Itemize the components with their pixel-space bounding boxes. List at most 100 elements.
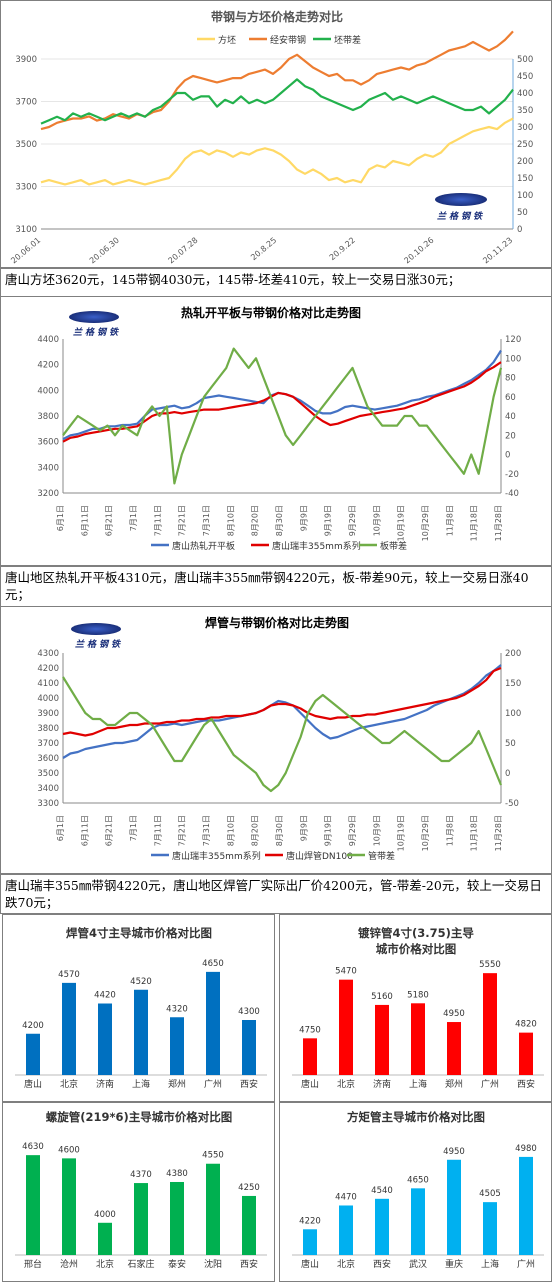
- data-label: 4950: [443, 1009, 465, 1019]
- chart-title: 热轧开平板与带钢价格对比走势图: [181, 305, 361, 320]
- category-label: 北京: [337, 1258, 355, 1270]
- x-tick-label: 9月29日: [348, 505, 357, 536]
- y-tick-label: 4400: [37, 335, 59, 345]
- legend-label: 板带差: [380, 540, 407, 552]
- y2-tick-label: 150: [505, 679, 521, 689]
- data-label: 4250: [238, 1183, 260, 1193]
- x-tick-label: 7月1日: [129, 815, 138, 841]
- series-line: [62, 664, 502, 759]
- bar: [206, 1163, 220, 1255]
- y-tick-label: 3700: [15, 98, 37, 108]
- x-tick-label: 10月9日: [372, 505, 381, 536]
- data-label: 4380: [166, 1169, 188, 1179]
- x-tick-label: 20.06.30: [88, 236, 121, 266]
- bar: [134, 1183, 148, 1255]
- category-label: 上海: [409, 1078, 427, 1090]
- data-label: 4600: [58, 1145, 80, 1155]
- x-tick-label: 7月11日: [153, 505, 162, 536]
- chart2-panel: 热轧开平板与带钢价格对比走势图 唐山热轧开平板 唐山瑞丰355mm系列 板带差 3200…: [0, 296, 552, 566]
- x-tick-label: 8月10日: [226, 815, 235, 846]
- x-tick-label: 8月30日: [275, 505, 284, 536]
- y2-tick-label: 50: [517, 208, 528, 218]
- series-line: [62, 361, 502, 443]
- y2-tick-label: 0: [505, 769, 510, 779]
- data-label: 4000: [94, 1210, 116, 1220]
- y2-tick-label: 120: [505, 335, 521, 345]
- x-tick-label: 11月18日: [470, 505, 479, 541]
- data-label: 5550: [479, 960, 501, 970]
- series-line: [40, 117, 514, 186]
- x-tick-label: 9月29日: [348, 815, 357, 846]
- legend-label: 经安带钢: [270, 34, 306, 46]
- x-tick-label: 20.9.22: [328, 236, 357, 263]
- chart-title: 城市价格对比图: [376, 942, 457, 956]
- category-label: 上海: [132, 1078, 150, 1090]
- y-tick-label: 3300: [15, 183, 37, 193]
- bar: [26, 1155, 40, 1255]
- bar: [98, 1222, 112, 1255]
- y2-tick-label: 100: [505, 354, 521, 364]
- bar: [447, 1159, 461, 1255]
- y2-tick-label: 450: [517, 72, 533, 82]
- series-line: [62, 666, 502, 737]
- category-label: 邢台: [24, 1258, 42, 1270]
- bar3-svg: 螺旋管(219*6)主导城市价格对比图 4630 邢台 4600 沧州 4000 北京 437…: [15, 1110, 267, 1270]
- y-tick-label: 3600: [37, 438, 59, 448]
- y-tick-label: 3600: [37, 754, 59, 764]
- x-tick-label: 10月19日: [397, 815, 406, 851]
- x-tick-label: 8月20日: [251, 815, 260, 846]
- x-tick-label: 7月21日: [178, 815, 187, 846]
- chart-title: 带钢与方坯价格走势对比: [211, 9, 343, 24]
- bar: [98, 1003, 112, 1075]
- bar: [339, 979, 353, 1075]
- y-tick-label: 3900: [37, 709, 59, 719]
- category-label: 西安: [373, 1258, 391, 1270]
- x-tick-label: 7月11日: [153, 815, 162, 846]
- bar2-svg: 镀锌管4寸(3.75)主导城市价格对比图 4750 唐山 5470 北京 5160 济南 51…: [292, 926, 544, 1090]
- x-tick-label: 11月28日: [494, 505, 503, 541]
- bar: [134, 989, 148, 1075]
- x-tick-label: 6月11日: [80, 505, 89, 536]
- logo-text: 兰格钢铁: [73, 328, 122, 338]
- x-tick-label: 11月18日: [470, 815, 479, 851]
- x-tick-label: 7月1日: [129, 505, 138, 531]
- chart-title: 螺旋管(219*6)主导城市价格对比图: [46, 1110, 233, 1124]
- y-tick-label: 3500: [37, 769, 59, 779]
- data-label: 4630: [22, 1142, 44, 1152]
- data-label: 5180: [407, 990, 429, 1000]
- bar: [206, 971, 220, 1075]
- bar: [62, 1158, 76, 1255]
- bar4-svg: 方矩管主导城市价格对比图 4220 唐山 4470 北京 4540 西安 4650 武汉 4950…: [292, 1110, 544, 1270]
- x-tick-label: 20.10.26: [403, 236, 436, 266]
- x-tick-label: 8月20日: [251, 505, 260, 536]
- bar-panel-4: 方矩管主导城市价格对比图 4220 唐山 4470 北京 4540 西安 4650 武汉 4950…: [279, 1102, 552, 1282]
- bar: [375, 1198, 389, 1255]
- legend-label: 管带差: [368, 850, 395, 862]
- category-label: 广州: [481, 1078, 499, 1090]
- data-label: 4505: [479, 1189, 501, 1199]
- y-tick-label: 3900: [15, 55, 37, 65]
- x-tick-label: 7月31日: [202, 505, 211, 536]
- x-tick-label: 11月8日: [445, 505, 454, 536]
- x-tick-label: 11月8日: [445, 815, 454, 846]
- bar: [62, 982, 76, 1075]
- bar: [519, 1156, 533, 1255]
- legend-label: 方坯: [218, 34, 236, 46]
- y-tick-label: 4300: [37, 649, 59, 659]
- x-tick-label: 10月19日: [397, 505, 406, 541]
- y2-tick-label: 50: [505, 739, 516, 749]
- series-line: [40, 30, 514, 131]
- y2-tick-label: 250: [517, 140, 533, 150]
- y-tick-label: 3800: [37, 412, 59, 422]
- category-label: 济南: [373, 1078, 391, 1090]
- y-tick-label: 4000: [37, 694, 59, 704]
- x-tick-label: 9月19日: [324, 505, 333, 536]
- y-tick-label: 3400: [37, 784, 59, 794]
- y-tick-label: 4200: [37, 361, 59, 371]
- series-line: [40, 78, 514, 125]
- x-tick-label: 20.8.25: [249, 236, 278, 263]
- bar1-svg: 焊管4寸主导城市价格对比图 4200 唐山 4570 北京 4420 济南 4520 上海 432…: [15, 926, 267, 1090]
- bar: [339, 1205, 353, 1255]
- bar-panel-3: 螺旋管(219*6)主导城市价格对比图 4630 邢台 4600 沧州 4000 北京 437…: [2, 1102, 275, 1282]
